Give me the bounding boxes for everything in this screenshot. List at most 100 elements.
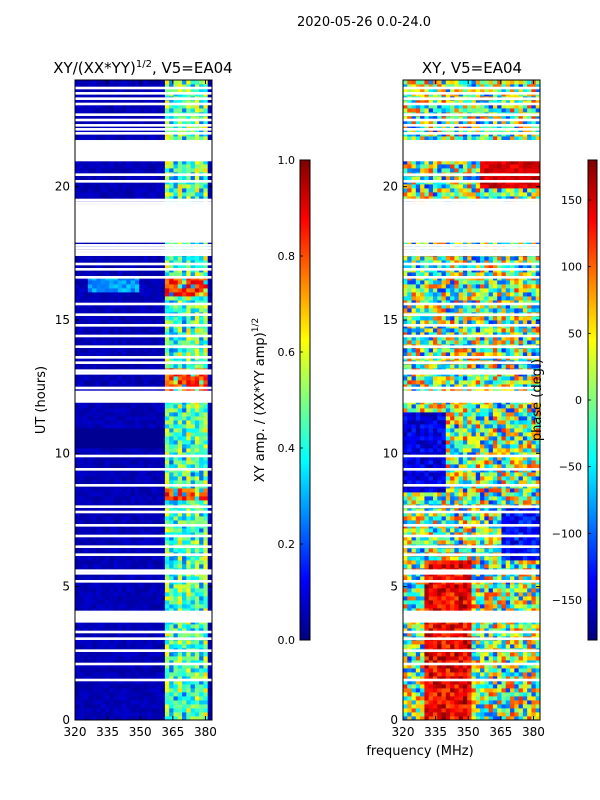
heatmap-cell xyxy=(139,652,144,657)
heatmap-cell xyxy=(100,332,106,337)
heatmap-cell xyxy=(143,348,149,353)
heatmap-cell xyxy=(109,272,114,277)
heatmap-cell xyxy=(160,680,166,685)
heatmap-cell xyxy=(100,696,106,701)
heatmap-cell xyxy=(130,444,136,449)
heatmap-cell xyxy=(79,680,84,685)
heatmap-cell xyxy=(126,520,132,525)
heatmap-cell xyxy=(147,708,153,713)
heatmap-cell xyxy=(96,412,102,417)
heatmap-cell xyxy=(156,284,162,289)
heatmap-cell xyxy=(122,380,127,385)
heatmap-cell xyxy=(83,328,89,333)
heatmap-cell xyxy=(160,704,166,709)
heatmap-cell xyxy=(203,588,209,593)
heatmap-cell xyxy=(87,628,93,633)
heatmap-cell xyxy=(134,680,140,685)
heatmap-cell xyxy=(92,188,97,193)
heatmap-cell xyxy=(104,452,110,457)
heatmap-cell xyxy=(156,296,162,301)
heatmap-cell xyxy=(156,480,162,485)
heatmap-cell xyxy=(100,264,106,269)
heatmap-cell xyxy=(134,352,140,357)
heatmap-cell xyxy=(104,688,110,693)
heatmap-cell xyxy=(207,560,213,565)
heatmap-cell xyxy=(164,592,170,597)
heatmap-cell xyxy=(75,256,80,261)
heatmap-cell xyxy=(194,692,200,697)
heatmap-cell xyxy=(79,188,84,193)
heatmap-cell xyxy=(190,700,196,705)
heatmap-cell xyxy=(134,320,140,325)
heatmap-cell xyxy=(87,600,93,605)
heatmap-cell xyxy=(182,688,187,693)
heatmap-cell xyxy=(182,376,187,381)
heatmap-cell xyxy=(169,408,174,413)
heatmap-cell xyxy=(203,260,209,265)
heatmap-cell xyxy=(207,160,213,165)
heatmap-cell xyxy=(194,536,200,541)
heatmap-cell xyxy=(139,604,144,609)
heatmap-cell xyxy=(207,352,213,357)
heatmap-cell xyxy=(113,320,119,325)
heatmap-cell xyxy=(134,460,140,465)
heatmap-cell xyxy=(139,336,144,341)
heatmap-cell xyxy=(130,532,136,537)
heatmap-cell xyxy=(173,508,179,513)
heatmap-cell xyxy=(87,528,93,533)
heatmap-cell xyxy=(134,672,140,677)
heatmap-cell xyxy=(152,380,157,385)
heatmap-cell xyxy=(83,660,89,665)
heatmap-cell xyxy=(147,668,153,673)
heatmap-cell xyxy=(190,388,196,393)
heatmap-cell xyxy=(203,164,209,169)
heatmap-cell xyxy=(190,340,196,345)
heatmap-cell xyxy=(134,100,140,105)
heatmap-cell xyxy=(79,584,84,589)
heatmap-cell xyxy=(96,492,102,497)
heatmap-cell xyxy=(75,452,80,457)
heatmap-cell xyxy=(194,320,200,325)
heatmap-cell xyxy=(199,304,204,309)
heatmap-cell xyxy=(96,404,102,409)
heatmap-cell xyxy=(194,108,200,113)
heatmap-cell xyxy=(186,420,191,425)
heatmap-cell xyxy=(190,184,196,189)
heatmap-cell xyxy=(96,272,102,277)
heatmap-cell xyxy=(177,316,183,321)
heatmap-cell xyxy=(173,684,179,689)
heatmap-cell xyxy=(199,584,204,589)
heatmap-cell xyxy=(92,348,97,353)
heatmap-cell xyxy=(87,320,93,325)
heatmap-cell xyxy=(130,548,136,553)
heatmap-cell xyxy=(134,656,140,661)
heatmap-cell xyxy=(182,672,187,677)
heatmap-cell xyxy=(126,460,132,465)
heatmap-cell xyxy=(147,404,153,409)
heatmap-cell xyxy=(199,192,204,197)
heatmap-cell xyxy=(92,684,97,689)
heatmap-cell xyxy=(130,264,136,269)
heatmap-cell xyxy=(75,652,80,657)
heatmap-cell xyxy=(143,340,149,345)
heatmap-cell xyxy=(207,564,213,569)
heatmap-cell xyxy=(75,444,80,449)
heatmap-cell xyxy=(194,444,200,449)
heatmap-cell xyxy=(75,548,80,553)
heatmap-cell xyxy=(164,532,170,537)
heatmap-cell xyxy=(182,464,187,469)
heatmap-cell xyxy=(83,664,89,669)
heatmap-cell xyxy=(190,496,196,501)
heatmap-cell xyxy=(147,644,153,649)
heatmap-cell xyxy=(113,512,119,517)
heatmap-cell xyxy=(122,412,127,417)
heatmap-cell xyxy=(160,548,166,553)
heatmap-cell xyxy=(113,280,119,285)
heatmap-cell xyxy=(139,444,144,449)
heatmap-cell xyxy=(122,496,127,501)
heatmap-cell xyxy=(87,508,93,513)
heatmap-cell xyxy=(122,176,127,181)
heatmap-cell xyxy=(96,560,102,565)
heatmap-cell xyxy=(147,340,153,345)
heatmap-cell xyxy=(152,584,157,589)
